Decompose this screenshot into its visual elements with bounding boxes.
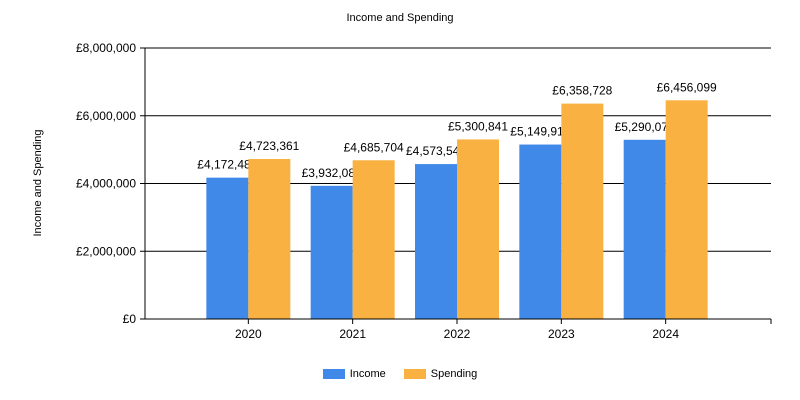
bar-income — [623, 139, 666, 319]
bar-spending — [457, 139, 499, 319]
data-label: £5,149,912 — [510, 125, 570, 139]
legend-label-spending: Spending — [430, 368, 478, 380]
data-label: £4,685,704 — [344, 140, 404, 154]
legend-item-income: Income — [322, 368, 386, 380]
y-tick-label: £6,000,000 — [76, 109, 136, 123]
legend: Income Spending — [0, 368, 800, 380]
data-label: £4,723,361 — [239, 139, 299, 153]
data-label: £5,300,841 — [448, 119, 508, 133]
legend-swatch-spending — [403, 369, 426, 379]
bar-income — [206, 177, 249, 319]
bar-spending — [665, 100, 708, 319]
x-tick-label: 2023 — [548, 327, 575, 341]
data-label: £4,172,489 — [197, 158, 257, 172]
bar-income — [310, 185, 353, 319]
data-label: £3,932,086 — [302, 166, 362, 180]
bar-income — [415, 164, 457, 319]
x-tick-label: 2024 — [652, 327, 679, 341]
y-tick-label: £4,000,000 — [76, 177, 136, 191]
y-tick-label: £2,000,000 — [76, 244, 136, 258]
x-tick-label: 2021 — [339, 327, 366, 341]
data-label: £5,290,071 — [615, 120, 675, 134]
bar-spending — [352, 160, 395, 319]
y-tick-label: £8,000,000 — [76, 41, 136, 55]
bar-spending — [561, 103, 604, 320]
y-tick-label: £0 — [123, 312, 137, 326]
data-label: £6,358,728 — [552, 84, 612, 98]
bar-spending — [248, 158, 291, 319]
legend-item-spending: Spending — [403, 368, 478, 380]
chart-title: Income and Spending — [346, 12, 454, 24]
bar-income — [519, 144, 562, 319]
data-label: £4,573,544 — [406, 144, 466, 158]
x-tick-label: 2022 — [444, 327, 471, 341]
data-label: £6,456,099 — [657, 80, 717, 94]
x-tick-label: 2020 — [235, 327, 262, 341]
legend-label-income: Income — [349, 368, 386, 380]
legend-swatch-income — [322, 369, 345, 379]
